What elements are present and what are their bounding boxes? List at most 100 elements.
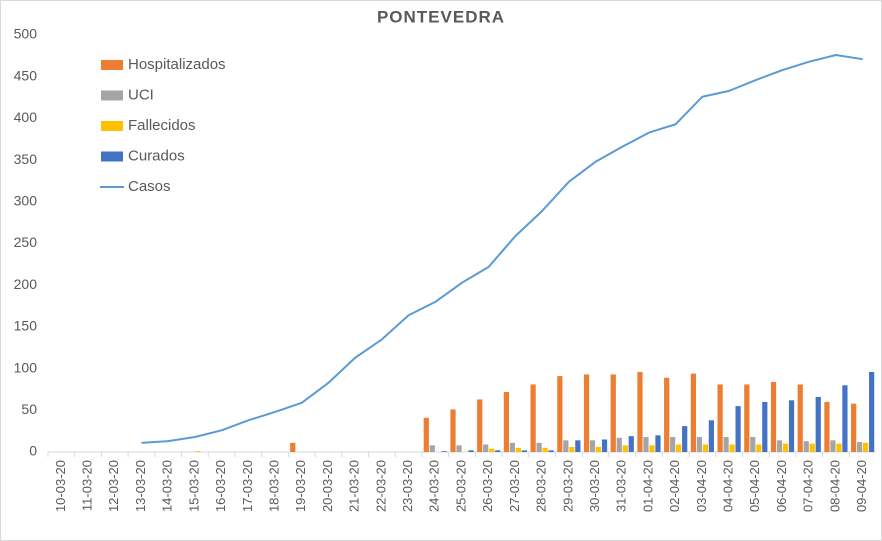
x-tick-label: 20-03-20 bbox=[320, 460, 335, 512]
bar bbox=[503, 391, 510, 452]
x-tick-label: 11-03-20 bbox=[80, 460, 95, 511]
x-tick-label: 06-04-20 bbox=[774, 460, 789, 512]
bar bbox=[717, 384, 723, 452]
x-tick-label: 13-03-20 bbox=[133, 460, 148, 512]
bar bbox=[690, 373, 696, 452]
x-tick-label: 07-04-20 bbox=[801, 460, 816, 512]
bar bbox=[423, 417, 429, 452]
x-tick-label: 27-03-20 bbox=[507, 460, 522, 512]
bar bbox=[815, 396, 821, 452]
bar bbox=[548, 450, 554, 452]
bar bbox=[836, 443, 842, 452]
legend-swatch bbox=[101, 121, 123, 131]
bar bbox=[809, 443, 815, 452]
bar bbox=[628, 436, 634, 452]
line bbox=[141, 54, 863, 444]
bar bbox=[664, 377, 670, 452]
bar bbox=[649, 445, 655, 452]
bar bbox=[589, 440, 596, 452]
bar bbox=[797, 384, 803, 452]
bar bbox=[770, 381, 777, 452]
bar bbox=[723, 436, 729, 452]
legend-swatch bbox=[101, 90, 123, 101]
bar bbox=[290, 442, 296, 452]
bar bbox=[575, 440, 581, 452]
x-tick-label: 22-03-20 bbox=[373, 460, 388, 512]
bar bbox=[616, 437, 622, 452]
bar bbox=[450, 409, 456, 452]
bar bbox=[643, 436, 649, 452]
bar bbox=[857, 441, 863, 452]
bar bbox=[595, 446, 602, 452]
x-tick-label: 12-03-20 bbox=[106, 460, 121, 512]
bar bbox=[477, 399, 483, 452]
y-tick-label: 400 bbox=[14, 109, 38, 125]
bar bbox=[762, 401, 768, 452]
x-tick-label: 09-04-20 bbox=[854, 460, 869, 512]
legend-label: UCI bbox=[128, 86, 154, 103]
y-tick-label: 500 bbox=[14, 26, 38, 42]
y-tick-label: 250 bbox=[14, 234, 38, 250]
bar bbox=[842, 385, 848, 452]
y-tick-label: 50 bbox=[21, 401, 37, 417]
legend-swatch bbox=[101, 151, 123, 162]
bar bbox=[563, 440, 569, 452]
x-tick-label: 03-04-20 bbox=[694, 460, 709, 512]
bar bbox=[542, 447, 548, 452]
chart-title: PONTEVEDRA bbox=[377, 7, 505, 26]
bar bbox=[509, 442, 516, 452]
bar bbox=[610, 374, 616, 452]
bar bbox=[788, 400, 795, 452]
bar bbox=[735, 406, 741, 452]
bar bbox=[776, 440, 783, 452]
bar bbox=[863, 442, 869, 452]
x-tick-label: 23-03-20 bbox=[400, 460, 415, 512]
y-tick-label: 200 bbox=[14, 276, 38, 292]
legend-label: Casos bbox=[128, 178, 171, 195]
y-tick-label: 150 bbox=[14, 318, 38, 334]
bar bbox=[756, 444, 762, 452]
x-tick-label: 17-03-20 bbox=[240, 460, 255, 512]
bar bbox=[708, 420, 714, 452]
bar bbox=[521, 450, 528, 452]
bar bbox=[622, 445, 628, 452]
bar bbox=[696, 436, 702, 452]
bar bbox=[495, 450, 501, 452]
x-tick-label: 02-04-20 bbox=[667, 460, 682, 512]
bar bbox=[557, 376, 563, 452]
bar bbox=[195, 451, 201, 452]
y-tick-label: 450 bbox=[14, 67, 38, 83]
bar bbox=[682, 426, 688, 452]
y-tick-label: 300 bbox=[14, 193, 38, 209]
legend-label: Hospitalizados bbox=[128, 56, 226, 73]
x-tick-label: 31-03-20 bbox=[614, 460, 629, 512]
bar bbox=[824, 401, 830, 452]
x-tick-label: 19-03-20 bbox=[293, 460, 308, 512]
bar bbox=[782, 443, 789, 452]
bar bbox=[851, 403, 857, 452]
x-tick-label: 26-03-20 bbox=[480, 460, 495, 512]
legend-label: Fallecidos bbox=[128, 117, 196, 134]
bar bbox=[803, 441, 809, 452]
bar bbox=[744, 384, 750, 452]
y-tick-label: 350 bbox=[14, 151, 38, 167]
bar bbox=[569, 446, 575, 452]
legend-label: Curados bbox=[128, 147, 185, 164]
bar bbox=[750, 436, 756, 452]
x-tick-label: 24-03-20 bbox=[427, 460, 442, 512]
x-tick-label: 14-03-20 bbox=[160, 460, 175, 512]
bar bbox=[830, 440, 836, 452]
x-tick-label: 10-03-20 bbox=[53, 460, 68, 512]
bar bbox=[429, 445, 435, 452]
x-tick-label: 05-04-20 bbox=[747, 460, 762, 512]
bar bbox=[702, 444, 708, 452]
bar bbox=[489, 448, 495, 452]
x-tick-label: 25-03-20 bbox=[453, 460, 468, 512]
bar bbox=[456, 445, 462, 452]
bar bbox=[670, 436, 676, 452]
bar bbox=[441, 451, 447, 452]
x-tick-label: 08-04-20 bbox=[827, 460, 842, 512]
x-tick-label: 29-03-20 bbox=[560, 460, 575, 512]
